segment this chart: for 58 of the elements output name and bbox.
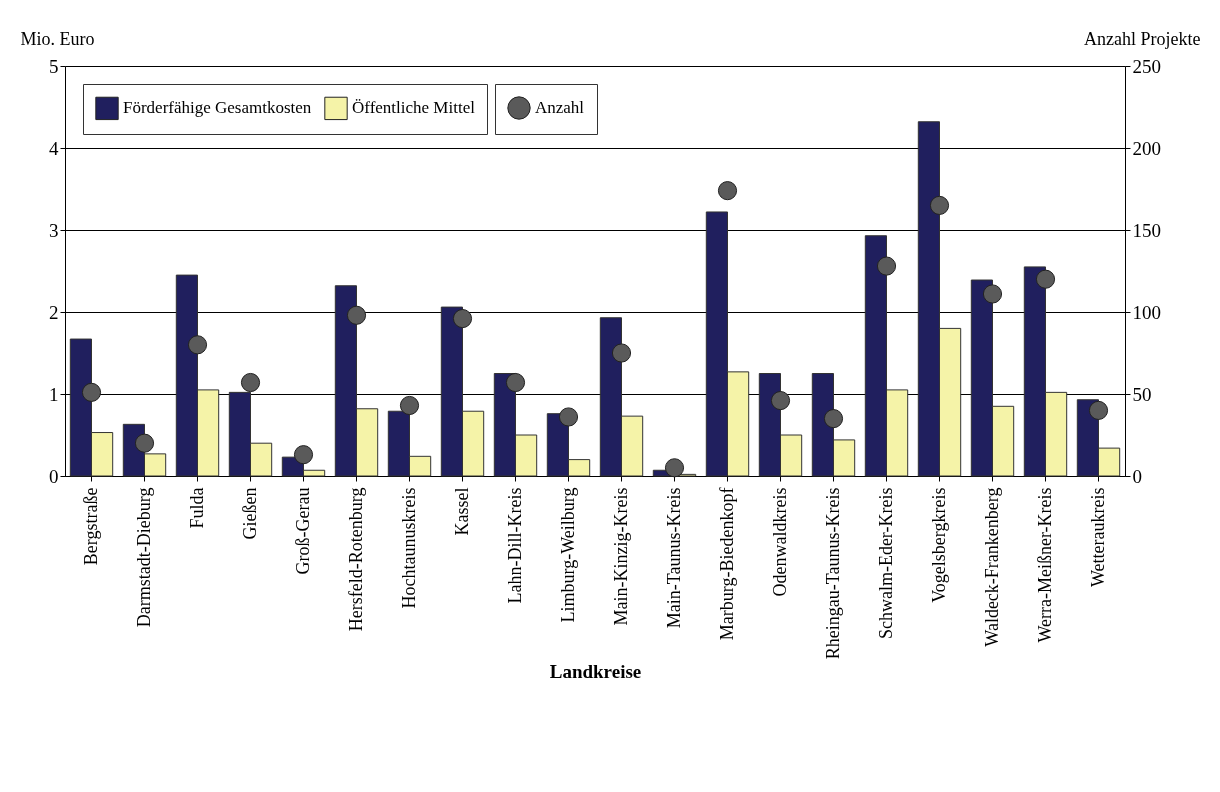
y-tick-label: 5 [49, 55, 59, 77]
x-tick-label: Marburg-Biedenkopf [716, 487, 737, 641]
x-tick-label: Darmstadt-Dieburg [133, 487, 154, 628]
legend-label: Öffentliche Mittel [352, 98, 476, 118]
x-tick-label: Wetteraukreis [1087, 487, 1108, 588]
y2-tick-label: 150 [1132, 219, 1161, 241]
x-tick-label: Limburg-Weilburg [557, 487, 578, 623]
x-tick-label: Schwalm-Eder-Kreis [875, 487, 896, 640]
x-tick-label: Rheingau-Taunus-Kreis [822, 487, 843, 660]
point [240, 372, 261, 393]
legend-label: Förderfähige Gesamtkosten [123, 98, 312, 118]
y2-tick-label: 200 [1132, 137, 1161, 159]
point [876, 256, 897, 276]
x-tick-label: Odenwaldkreis [769, 487, 790, 597]
point [664, 458, 685, 478]
point [293, 445, 314, 465]
point [134, 433, 155, 453]
point [770, 390, 791, 411]
y-tick-label: 1 [49, 383, 59, 405]
point [823, 409, 844, 429]
point [399, 395, 420, 416]
x-tick-label: Vogelsbergkreis [928, 487, 949, 603]
point [346, 305, 367, 325]
legend-label: Anzahl [535, 98, 585, 117]
point [1088, 400, 1109, 420]
y-tick-label: 3 [49, 219, 59, 241]
point [505, 372, 526, 393]
point [982, 284, 1003, 304]
point [558, 407, 579, 427]
y-tick-label: 2 [49, 301, 59, 323]
x-tick-label: Werra-Meißner-Kreis [1034, 487, 1055, 643]
y2-tick-label: 50 [1132, 383, 1152, 405]
y-tick-label: 4 [49, 137, 59, 159]
y-axis-title: Mio. Euro [20, 28, 95, 49]
x-tick-label: Fulda [186, 487, 207, 529]
x-tick-label: Bergstraße [80, 487, 101, 566]
x-tick-label: Lahn-Dill-Kreis [504, 487, 525, 604]
x-axis-title: Landkreise [549, 661, 642, 683]
x-tick-label: Waldeck-Frankenberg [981, 487, 1002, 647]
point [929, 195, 950, 215]
point [611, 343, 632, 363]
point [452, 308, 473, 329]
x-tick-label: Main-Kinzig-Kreis [610, 487, 631, 626]
point [187, 335, 208, 355]
x-tick-label: Gießen [239, 487, 260, 540]
y2-axis-title: Anzahl Projekte [1084, 28, 1201, 49]
point [81, 382, 102, 402]
x-tick-label: Kassel [451, 487, 472, 536]
x-tick-label: Hochtaunuskreis [398, 487, 419, 609]
point [717, 181, 738, 201]
y-tick-label: 0 [49, 465, 59, 487]
x-tick-label: Groß-Gerau [292, 487, 313, 575]
y2-tick-label: 0 [1132, 465, 1142, 487]
x-tick-label: Hersfeld-Rotenburg [345, 487, 366, 632]
point [1035, 269, 1056, 289]
x-tick-label: Main-Taunus-Kreis [663, 487, 684, 629]
y2-tick-label: 100 [1132, 301, 1161, 323]
y2-tick-label: 250 [1132, 55, 1161, 77]
